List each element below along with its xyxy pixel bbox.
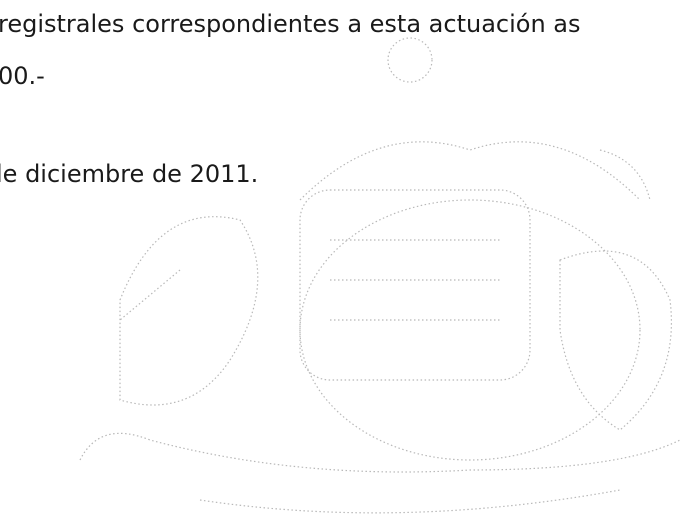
crest-top <box>300 142 640 200</box>
crest-base <box>200 490 620 513</box>
crest-ribbon <box>80 433 680 472</box>
document-page: registrales correspondientes a esta actu… <box>0 0 688 525</box>
text-line: le diciembre de 2011. <box>0 160 258 188</box>
crest-star <box>388 38 432 82</box>
crest-outline <box>300 200 640 460</box>
text-line: registrales correspondientes a esta actu… <box>0 10 581 38</box>
watermark-crest <box>0 0 688 525</box>
crest-bands <box>330 240 500 320</box>
crest-left-figure <box>120 217 258 405</box>
crest-shield <box>300 190 530 380</box>
crest-right-figure <box>560 251 671 430</box>
text-line: 00.- <box>0 62 45 90</box>
